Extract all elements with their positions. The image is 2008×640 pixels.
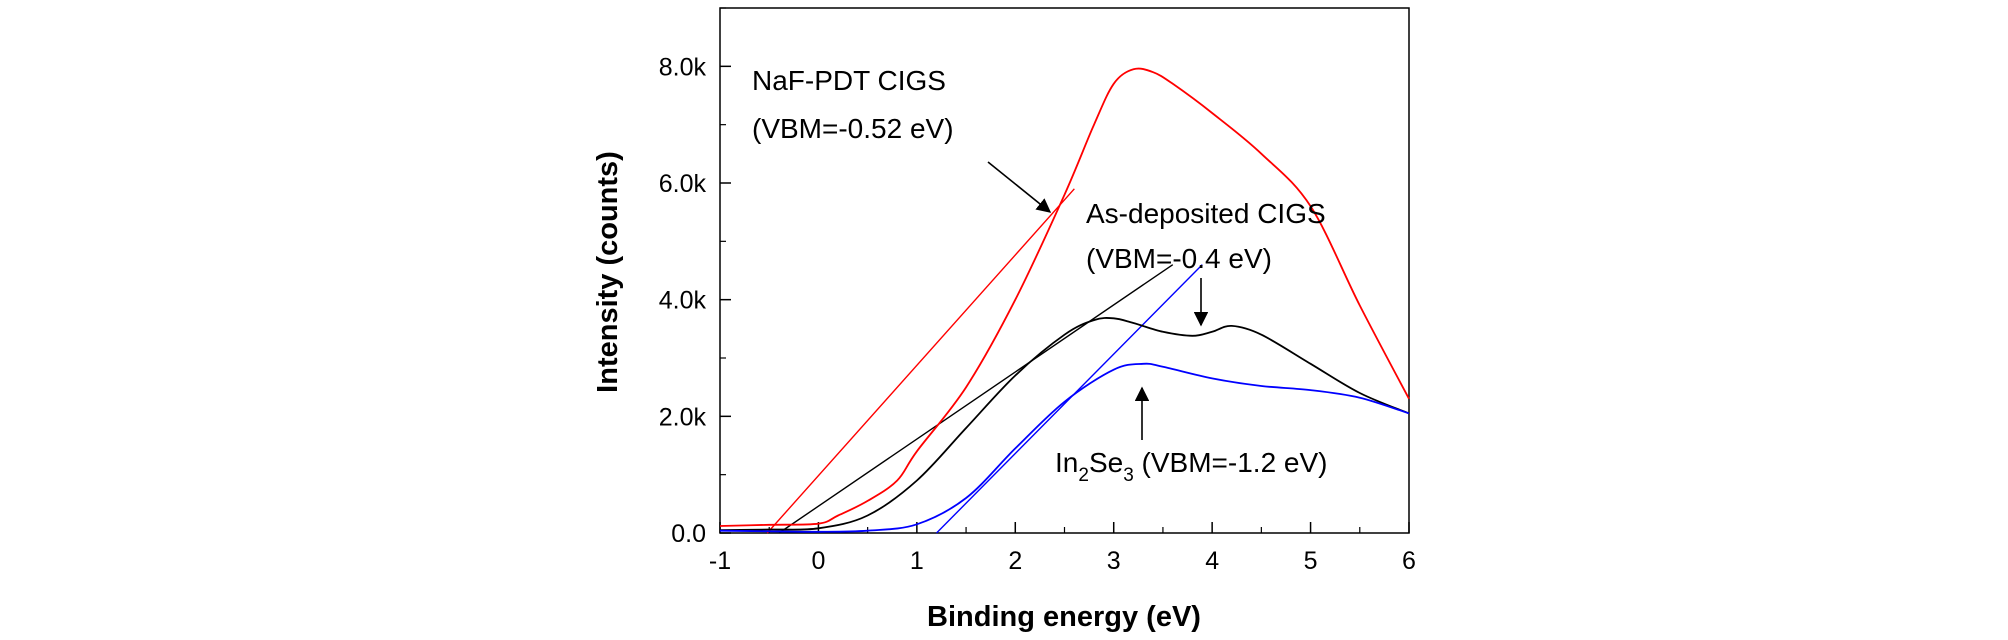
naf-label-line1: NaF-PDT CIGS [752, 65, 946, 96]
in2se3-label: In2Se3 (VBM=-1.2 eV) [1055, 447, 1328, 486]
asdep-label-line1: As-deposited CIGS [1086, 198, 1326, 229]
y-tick-label: 8.0k [659, 53, 707, 81]
y-tick-label: 2.0k [659, 403, 707, 431]
series-line-in2se3 [719, 362, 1410, 533]
in2se3-base2: Se [1089, 447, 1123, 478]
x-tick-label: 1 [910, 547, 924, 575]
x-axis-title: Binding energy (eV) [927, 601, 1201, 633]
in2se3-tail: (VBM=-1.2 eV) [1134, 447, 1328, 478]
x-tick-label: 6 [1402, 547, 1416, 575]
in2se3-sub1: 2 [1078, 465, 1089, 486]
y-axis-title: Intensity (counts) [592, 151, 624, 393]
x-axis-ticks: -1 0 1 2 3 4 5 6 [709, 522, 1416, 575]
x-tick-label: 3 [1107, 547, 1121, 575]
naf-label-line2: (VBM=-0.52 eV) [752, 113, 954, 144]
series-line-as-deposited-cigs [719, 317, 1410, 531]
y-axis-ticks: 0.0 2.0k 4.0k 6.0k 8.0k [659, 7, 731, 548]
fit-line-asdeposited [778, 264, 1174, 534]
series-line-naf-pdt-cigs [719, 67, 1410, 527]
in2se3-sub2: 3 [1123, 465, 1134, 486]
x-tick-label: -1 [709, 547, 731, 575]
x-tick-label: 2 [1008, 547, 1022, 575]
naf-arrow [987, 161, 1052, 213]
x-tick-label: 0 [811, 547, 825, 575]
asdep-label-line2: (VBM=-0.4 eV) [1086, 243, 1272, 274]
fit-line-nafpdt [766, 188, 1075, 534]
y-tick-label: 4.0k [659, 287, 707, 315]
y-tick-label: 6.0k [659, 170, 707, 198]
x-tick-label: 4 [1205, 547, 1219, 575]
x-tick-label: 5 [1304, 547, 1318, 575]
y-tick-label: 0.0 [671, 520, 706, 548]
in2se3-base1: In [1055, 447, 1078, 478]
series-lines [719, 67, 1410, 533]
